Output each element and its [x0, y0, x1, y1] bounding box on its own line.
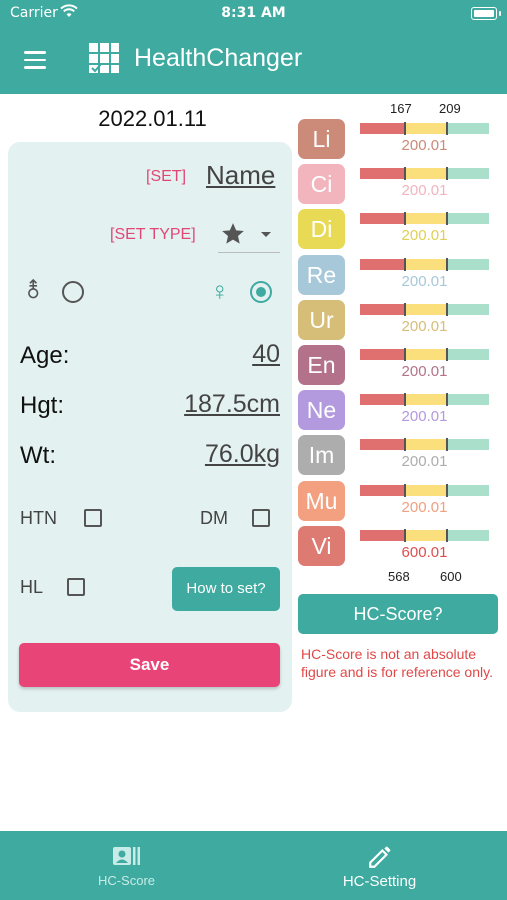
profile-card: [SET] Name [SET TYPE] ⚨ ♀ Age: 40 Hgt: 1… — [8, 142, 292, 712]
id-card-icon — [113, 847, 140, 865]
score-value: 200.01 — [401, 272, 448, 290]
htn-label: HTN — [20, 508, 57, 528]
score-row-ne: Ne 200.01 — [298, 388, 498, 432]
score-badge[interactable]: Vi — [298, 525, 345, 566]
weight-field[interactable]: 76.0kg — [204, 440, 280, 468]
score-badge[interactable]: Ne — [298, 390, 345, 431]
dm-checkbox[interactable] — [252, 509, 270, 527]
menu-icon[interactable] — [24, 51, 46, 69]
score-value: 600.01 — [401, 543, 448, 561]
score-badge[interactable]: Im — [298, 435, 345, 476]
score-value: 200.01 — [401, 227, 448, 245]
score-badge[interactable]: Di — [298, 209, 345, 250]
range-low-bottom: 568 — [388, 569, 410, 584]
score-value: 200.01 — [401, 137, 448, 154]
weight-label: Wt: — [20, 442, 56, 469]
score-range-bar — [360, 122, 489, 135]
save-button[interactable]: Save — [19, 643, 280, 687]
score-badge[interactable]: Mu — [298, 480, 345, 521]
score-badge[interactable]: Re — [298, 254, 345, 295]
score-row-re: Re 200.01 — [298, 253, 498, 297]
height-field[interactable]: 187.5cm — [184, 390, 280, 418]
score-badge[interactable]: Ci — [298, 164, 345, 205]
set-label: [SET] — [146, 168, 187, 185]
hc-score-button[interactable]: HC-Score? — [298, 594, 498, 634]
score-range-bar — [360, 167, 489, 181]
age-field[interactable]: 40 — [252, 340, 280, 368]
app-title: HealthChanger — [134, 44, 303, 72]
score-row-en: En 200.01 — [298, 343, 498, 387]
set-type-label: [SET TYPE] — [110, 226, 196, 243]
male-icon: ⚨ — [24, 278, 43, 303]
score-range-bar — [360, 348, 489, 361]
score-value: 200.01 — [401, 182, 448, 200]
tab-hc-setting-label: HC-Setting — [342, 873, 417, 890]
name-field[interactable]: Name — [206, 160, 276, 190]
score-row-ci: Ci 200.01 — [298, 162, 498, 206]
status-bar: Carrier 8:31 AM — [0, 0, 507, 28]
height-label: Hgt: — [20, 392, 65, 419]
male-radio[interactable] — [62, 281, 84, 303]
set-type-dropdown[interactable] — [218, 218, 280, 253]
score-row-mu: Mu 200.01 — [298, 479, 498, 523]
score-range-bar — [360, 483, 489, 497]
carrier-label: Carrier — [10, 5, 58, 21]
hl-checkbox[interactable] — [67, 578, 85, 596]
tab-hc-score-label: HC-Score — [97, 873, 156, 888]
age-label: Age: — [20, 342, 70, 369]
score-range-bar — [360, 393, 489, 407]
app-bar: HealthChanger — [0, 28, 507, 94]
tab-bar: HC-Score HC-Setting — [0, 831, 507, 900]
score-range-bar — [360, 302, 489, 316]
star-icon — [222, 223, 244, 244]
date-label: 2022.01.11 — [98, 106, 207, 131]
pencil-icon — [369, 846, 391, 868]
wifi-icon — [60, 4, 78, 22]
score-value: 200.01 — [401, 453, 448, 471]
clock: 8:31 AM — [221, 5, 286, 21]
score-range-bar — [360, 257, 489, 271]
grid-check-icon — [88, 42, 120, 74]
htn-checkbox[interactable] — [84, 509, 102, 527]
tab-hc-setting[interactable]: HC-Setting — [253, 831, 506, 900]
hc-score-note: HC-Score is not an absolute figure and i… — [301, 646, 493, 680]
score-row-im: Im 200.01 — [298, 433, 498, 477]
tab-hc-score[interactable]: HC-Score — [0, 831, 253, 900]
score-value: 200.01 — [401, 317, 448, 335]
dm-label: DM — [200, 508, 228, 528]
battery-icon — [471, 7, 497, 20]
score-range-bar — [360, 212, 489, 226]
score-row-vi: Vi 600.01 — [298, 524, 498, 568]
range-low-top: 167 — [390, 101, 412, 116]
score-badge[interactable]: Ur — [298, 299, 345, 340]
hl-label: HL — [20, 577, 44, 597]
how-to-set-button[interactable]: How to set? — [172, 567, 280, 611]
female-radio[interactable] — [250, 281, 272, 303]
score-range-bar — [360, 438, 489, 452]
score-value: 200.01 — [401, 408, 448, 426]
chevron-down-icon — [261, 232, 271, 237]
score-badge[interactable]: Li — [298, 119, 345, 159]
female-icon: ♀ — [210, 276, 230, 306]
score-row-li: Li 200.01 — [298, 117, 498, 161]
score-badge[interactable]: En — [298, 345, 345, 385]
score-row-di: Di 200.01 — [298, 207, 498, 251]
score-value: 200.01 — [401, 363, 448, 380]
score-value: 200.01 — [401, 498, 448, 516]
score-row-ur: Ur 200.01 — [298, 298, 498, 342]
score-range-bar — [360, 528, 489, 542]
range-high-bottom: 600 — [440, 569, 462, 584]
range-high-top: 209 — [439, 101, 461, 116]
